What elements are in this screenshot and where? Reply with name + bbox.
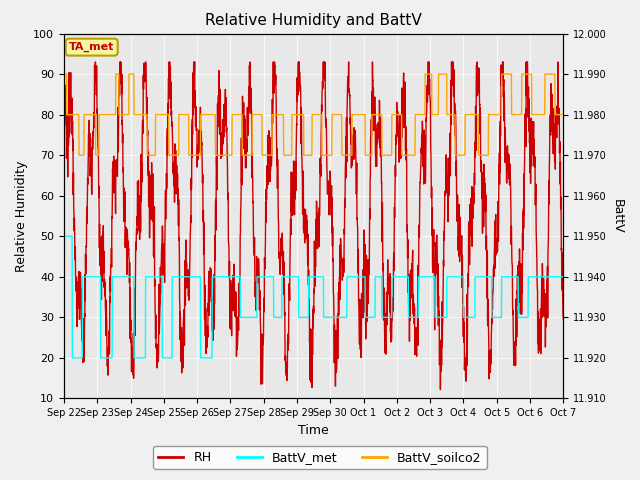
Y-axis label: Relative Humidity: Relative Humidity [15, 160, 28, 272]
Y-axis label: BattV: BattV [611, 199, 623, 233]
X-axis label: Time: Time [298, 424, 329, 437]
Title: Relative Humidity and BattV: Relative Humidity and BattV [205, 13, 422, 28]
Legend: RH, BattV_met, BattV_soilco2: RH, BattV_met, BattV_soilco2 [154, 446, 486, 469]
Text: TA_met: TA_met [69, 42, 115, 52]
